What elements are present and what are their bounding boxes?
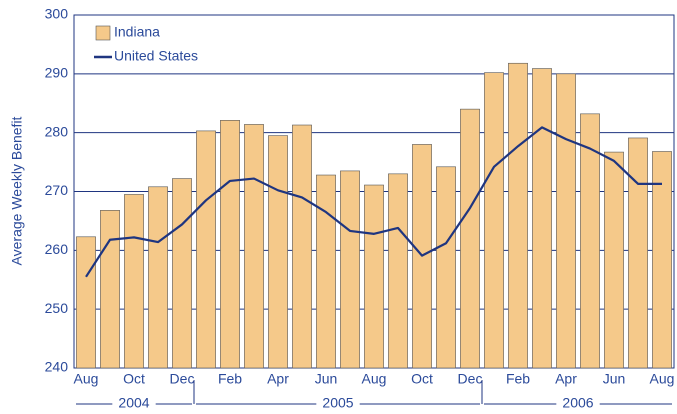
x-group-label: 2004 [118, 395, 149, 411]
x-tick-label: Aug [650, 371, 675, 387]
bar [196, 130, 216, 369]
bar [124, 194, 144, 369]
x-tick-label: Jun [315, 371, 338, 387]
bar [436, 166, 456, 369]
bar [484, 72, 504, 369]
bar [532, 68, 552, 369]
bar [388, 173, 408, 369]
bar [244, 124, 264, 369]
y-axis-label: Average Weekly Benefit [9, 116, 25, 265]
y-tick-label: 250 [45, 300, 69, 316]
x-tick-label: Feb [506, 371, 530, 387]
bar [652, 151, 672, 369]
x-tick-label: Oct [411, 371, 433, 387]
y-tick-label: 240 [45, 359, 69, 375]
y-tick-label: 260 [45, 241, 69, 257]
y-tick-label: 280 [45, 123, 69, 139]
bar [220, 120, 240, 369]
y-tick-label: 300 [45, 6, 69, 22]
legend-label: United States [114, 48, 198, 64]
bar [340, 170, 360, 369]
x-tick-label: Jun [603, 371, 626, 387]
x-tick-label: Dec [170, 371, 195, 387]
x-tick-label: Aug [362, 371, 387, 387]
bar [316, 174, 336, 369]
x-tick-label: Feb [218, 371, 242, 387]
bar [580, 113, 600, 369]
y-tick-label: 270 [45, 182, 69, 198]
x-tick-label: Apr [555, 371, 577, 387]
bar [628, 137, 648, 369]
bar [556, 73, 576, 369]
legend-swatch [95, 25, 111, 41]
bar [76, 236, 96, 369]
bar [604, 151, 624, 369]
bar [148, 186, 168, 369]
bar [172, 178, 192, 369]
bar [364, 184, 384, 369]
x-tick-label: Apr [267, 371, 289, 387]
x-group-label: 2005 [322, 395, 353, 411]
bar [100, 210, 120, 369]
legend-label: Indiana [114, 24, 160, 40]
bar [460, 108, 480, 369]
x-tick-label: Aug [74, 371, 99, 387]
x-tick-label: Dec [458, 371, 483, 387]
y-tick-label: 290 [45, 65, 69, 81]
line [85, 126, 662, 278]
bar [292, 124, 312, 369]
x-group-label: 2006 [562, 395, 593, 411]
bar [268, 135, 288, 369]
x-tick-label: Oct [123, 371, 145, 387]
bar [508, 62, 528, 369]
